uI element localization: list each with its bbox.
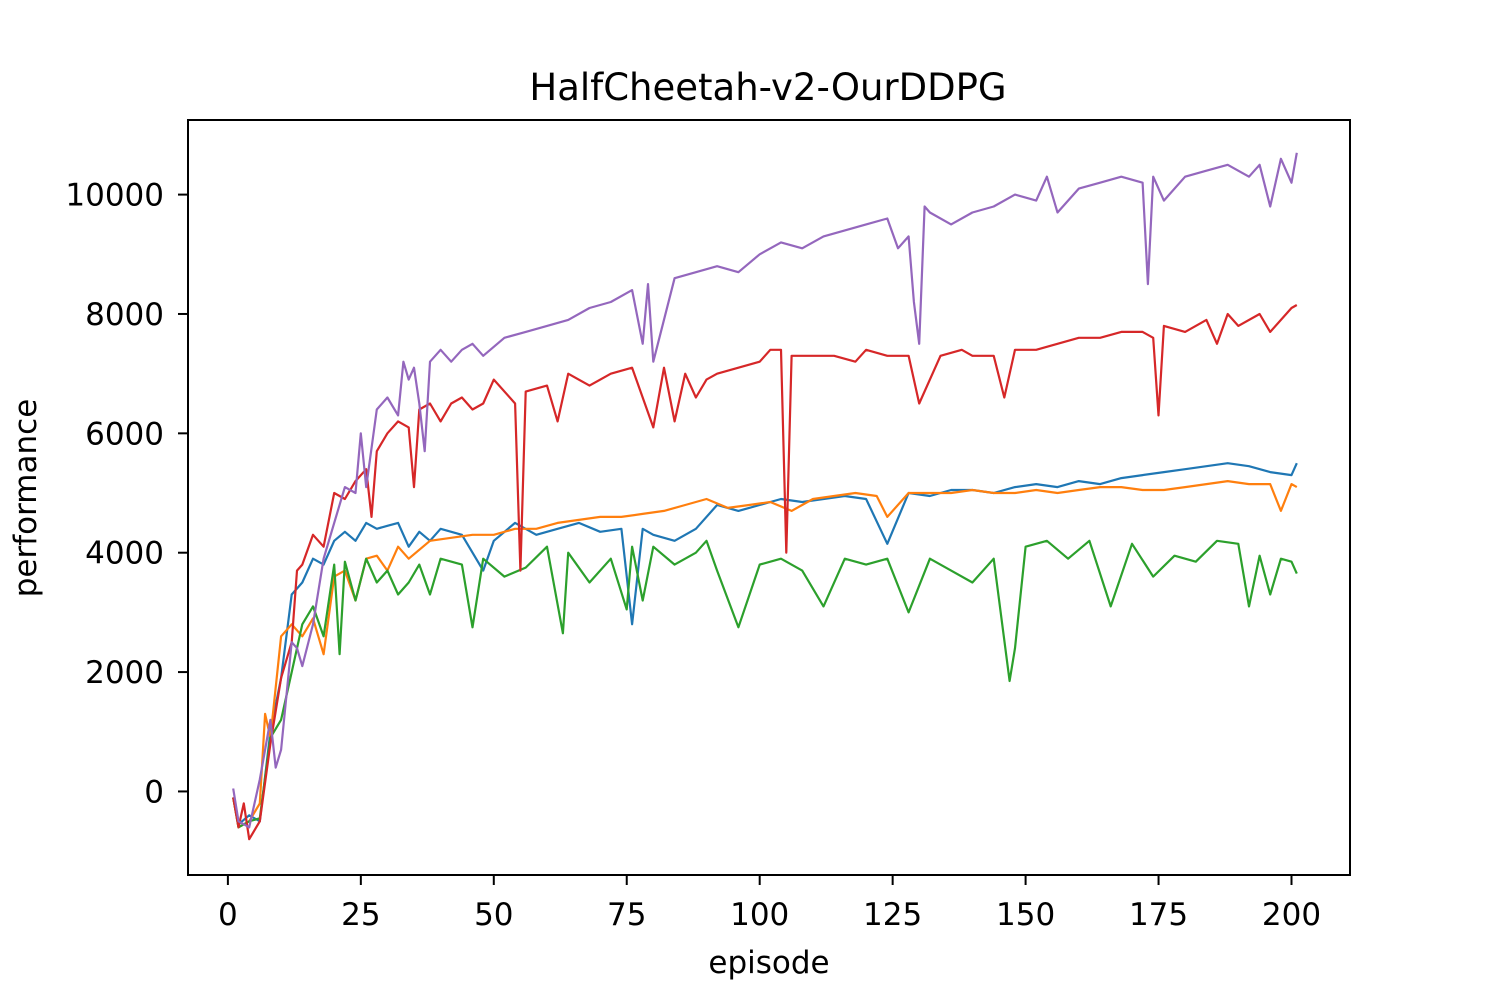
chart-title: HalfCheetah-v2-OurDDPG [529,66,1006,109]
x-tick-label: 50 [474,897,513,933]
y-tick-label: 10000 [65,178,164,214]
y-tick-label: 2000 [85,655,164,691]
y-axis-label: performance [8,399,44,598]
x-tick-label: 150 [996,897,1055,933]
y-tick-label: 4000 [85,536,164,572]
x-tick-label: 200 [1262,897,1321,933]
x-axis-label: episode [708,945,829,981]
x-tick-label: 0 [218,897,238,933]
x-tick-label: 100 [730,897,789,933]
series-line-4 [232,304,1298,841]
x-tick-label: 75 [607,897,646,933]
y-tick-label: 8000 [85,297,164,333]
series-line-2 [232,480,1298,829]
x-axis: 0 25 50 75 100 125 150 175 200 [218,875,1321,933]
series-line-1 [232,462,1298,826]
series-line-5 [232,152,1298,829]
y-tick-label: 0 [144,774,164,810]
y-axis: 0 2000 4000 6000 8000 10000 [65,178,188,810]
plot-frame [187,119,1351,876]
y-tick-label: 6000 [85,416,164,452]
x-tick-label: 175 [1129,897,1188,933]
series-line-3 [232,539,1298,829]
x-tick-label: 25 [341,897,380,933]
x-tick-label: 125 [863,897,922,933]
series-layer [232,152,1298,841]
